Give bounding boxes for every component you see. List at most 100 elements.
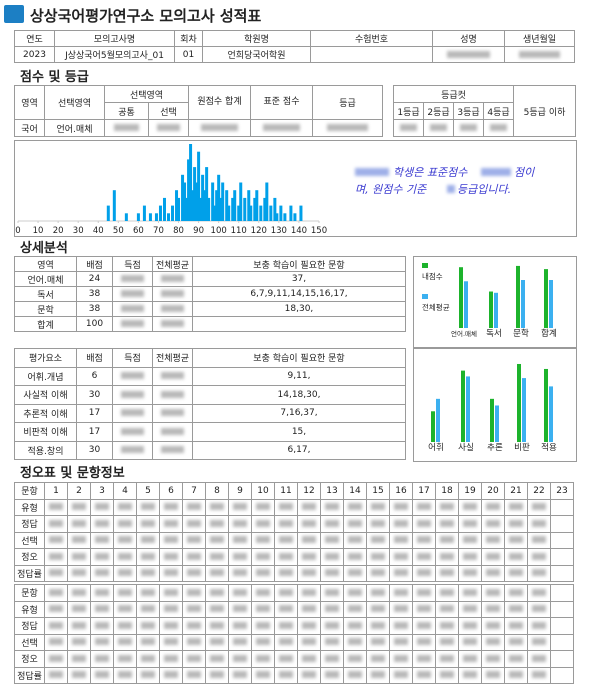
blurred-value <box>394 605 408 613</box>
blurred-value <box>256 552 270 560</box>
blurred-value <box>120 409 145 417</box>
header-cell: 18 <box>435 482 459 500</box>
cell <box>67 498 91 516</box>
blurred-value <box>371 569 385 577</box>
row-label: 선택 <box>14 531 45 549</box>
cell <box>343 584 367 602</box>
cell <box>90 584 114 602</box>
blurred-value <box>118 519 132 527</box>
blurred-value <box>141 654 155 662</box>
blurred-value <box>463 588 477 596</box>
cell <box>90 515 114 533</box>
bar <box>249 205 253 221</box>
blurred-value <box>486 503 500 511</box>
blurred-value <box>49 569 63 577</box>
bar <box>197 151 201 221</box>
cell <box>205 600 229 618</box>
cell <box>112 271 153 287</box>
blurred-value <box>233 536 247 544</box>
row-label: 정답률 <box>14 564 45 582</box>
cell: 17 <box>76 422 113 442</box>
blurred-value <box>210 605 224 613</box>
blurred-value <box>141 503 155 511</box>
cell <box>343 600 367 618</box>
blurred-value <box>187 605 201 613</box>
cell <box>458 633 482 651</box>
blurred-value <box>417 654 431 662</box>
bar <box>231 197 235 221</box>
cell <box>343 617 367 635</box>
cell <box>389 584 413 602</box>
header-cell: 3등급 <box>453 102 484 120</box>
blurred-value <box>325 588 339 596</box>
answer-table: 문항 유형 정답 선택 정오 정답률 <box>14 584 574 684</box>
cell <box>112 385 153 405</box>
header-cell: 성명 <box>432 30 505 47</box>
bar <box>136 213 140 221</box>
cell <box>205 564 229 582</box>
table-row: 언어.매체 24 37, <box>14 271 406 287</box>
bar <box>112 190 116 221</box>
header-cell: 영역 <box>14 256 77 272</box>
cell <box>67 548 91 566</box>
blurred-value <box>279 569 293 577</box>
table-row: 2023 J상상국어5월모의고사_01 01 언희당국어학원 <box>14 46 575 63</box>
blurred-value <box>256 569 270 577</box>
blurred-value <box>486 621 500 629</box>
cell <box>343 531 367 549</box>
cell: 37, <box>192 271 406 287</box>
table-row: 독서 38 6,7,9,11,14,15,16,17, <box>14 286 406 302</box>
cell <box>550 633 574 651</box>
x-tick-label: 독서 <box>486 329 502 339</box>
annotation: 며, 원점수 기준 <box>355 183 427 196</box>
blurred-value <box>417 519 431 527</box>
blurred-value <box>164 536 178 544</box>
cell <box>205 531 229 549</box>
header-cell: 수험번호 <box>310 30 433 47</box>
blurred-value <box>394 519 408 527</box>
cell <box>297 498 321 516</box>
cell: 18,30, <box>192 301 406 317</box>
header-cell: 원점수 합계 <box>188 85 251 120</box>
blurred-value <box>164 621 178 629</box>
cell <box>274 666 298 684</box>
cell <box>297 584 321 602</box>
table-row: 연도 모의고사명 회차 학원명 수험번호 성명 생년월일 <box>14 30 575 47</box>
cell <box>159 584 183 602</box>
blurred-value <box>49 503 63 511</box>
blurred-value <box>440 654 454 662</box>
blurred-value <box>348 552 362 560</box>
answer-table: 문항 1 2 3 4 5 6 7 8 9 10 11 12 13 14 15 16 17 18 19 20 21 22 23 유… <box>14 482 574 582</box>
cell: 15, <box>192 422 406 442</box>
cell <box>435 531 459 549</box>
cell <box>228 650 252 668</box>
blurred-value <box>279 536 293 544</box>
cell <box>228 600 252 618</box>
header-cell: 영역 <box>14 85 45 120</box>
blurred-value <box>233 638 247 646</box>
blurred-value <box>348 588 362 596</box>
blurred-value <box>463 671 477 679</box>
cell <box>423 119 454 137</box>
bar <box>189 144 193 221</box>
cell <box>458 617 482 635</box>
bar <box>215 190 219 221</box>
blurred-value <box>394 536 408 544</box>
blurred-value <box>348 503 362 511</box>
blurred-value <box>440 605 454 613</box>
blurred-value <box>256 621 270 629</box>
row-label: 문항 <box>14 482 45 500</box>
blurred-value <box>164 638 178 646</box>
cell <box>366 564 390 582</box>
header-cell: 학원명 <box>202 30 311 47</box>
blurred-value <box>348 569 362 577</box>
row-label: 선택 <box>14 633 45 651</box>
cell <box>112 440 153 460</box>
annotation: 학생은 표준점수 <box>393 166 468 179</box>
blurred-value <box>256 588 270 596</box>
cell <box>44 650 68 668</box>
blurred-value <box>463 569 477 577</box>
cell <box>458 666 482 684</box>
cell <box>136 531 160 549</box>
bar <box>544 368 548 442</box>
